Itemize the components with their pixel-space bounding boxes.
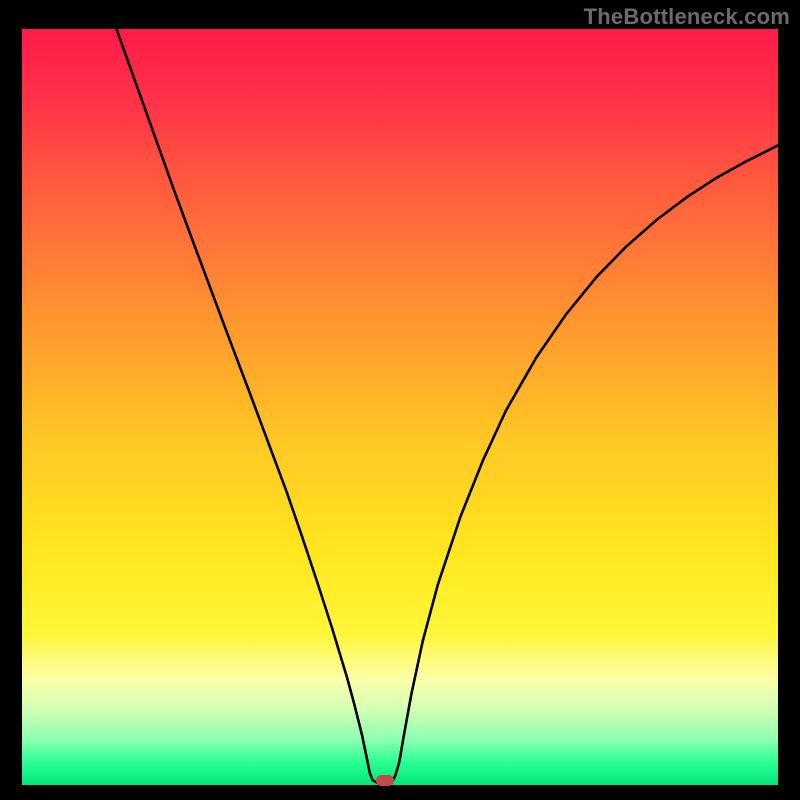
bottleneck-chart	[22, 29, 778, 785]
chart-svg	[22, 29, 778, 785]
chart-background	[22, 29, 778, 785]
watermark-text: TheBottleneck.com	[584, 4, 790, 30]
bottleneck-marker	[376, 775, 394, 786]
